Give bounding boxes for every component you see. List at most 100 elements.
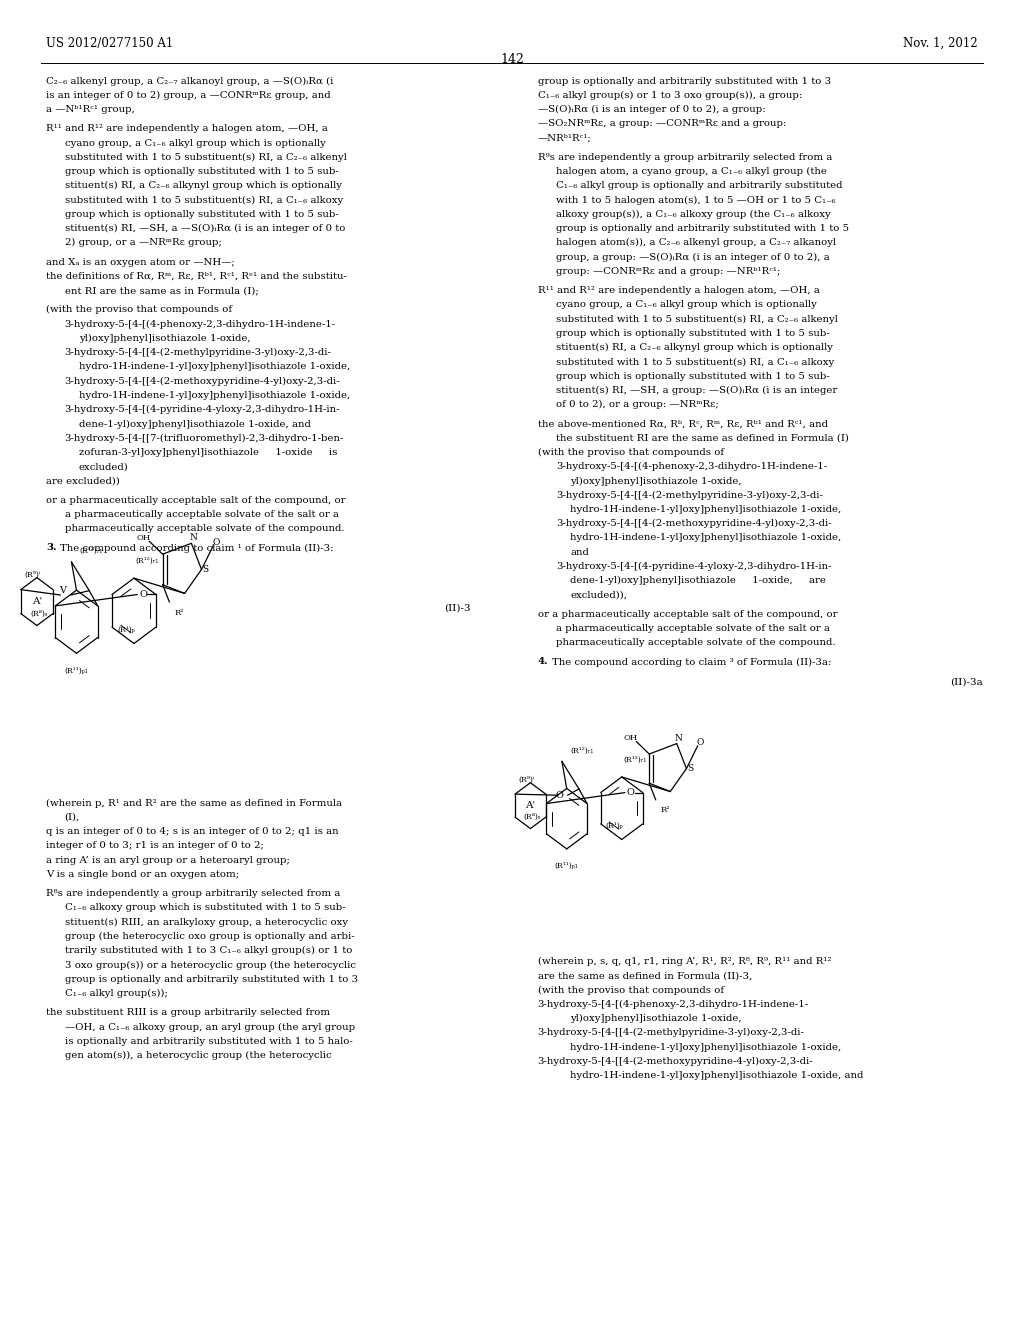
- Text: group, a group: —S(O)ᵢRα (i is an integer of 0 to 2), a: group, a group: —S(O)ᵢRα (i is an intege…: [556, 252, 829, 261]
- Text: R¹¹ and R¹² are independently a halogen atom, —OH, a: R¹¹ and R¹² are independently a halogen …: [46, 124, 328, 133]
- Text: C₁₋₆ alkyl group(s));: C₁₋₆ alkyl group(s));: [65, 989, 168, 998]
- Text: cyano group, a C₁₋₆ alkyl group which is optionally: cyano group, a C₁₋₆ alkyl group which is…: [556, 301, 817, 309]
- Text: group: —CONRᵐRε and a group: —NRᵇ¹Rᶜ¹;: group: —CONRᵐRε and a group: —NRᵇ¹Rᶜ¹;: [556, 267, 780, 276]
- Text: —NRᵇ¹Rᶜ¹;: —NRᵇ¹Rᶜ¹;: [538, 133, 592, 143]
- Text: dene-1-yl)oxy]phenyl]isothiazole 1-oxide, and: dene-1-yl)oxy]phenyl]isothiazole 1-oxide…: [79, 420, 310, 429]
- Text: 3-hydroxy-5-[4-[(4-phenoxy-2,3-dihydro-1H-indene-1-: 3-hydroxy-5-[4-[(4-phenoxy-2,3-dihydro-1…: [556, 462, 827, 471]
- Text: (with the proviso that compounds of: (with the proviso that compounds of: [538, 986, 724, 995]
- Text: (R⁹)ⁱ: (R⁹)ⁱ: [25, 570, 41, 578]
- Text: alkoxy group(s)), a C₁₋₆ alkoxy group (the C₁₋₆ alkoxy: alkoxy group(s)), a C₁₋₆ alkoxy group (t…: [556, 210, 830, 219]
- Text: yl)oxy]phenyl]isothiazole 1-oxide,: yl)oxy]phenyl]isothiazole 1-oxide,: [79, 334, 251, 343]
- Text: pharmaceutically acceptable solvate of the compound.: pharmaceutically acceptable solvate of t…: [556, 639, 836, 647]
- Text: a ring A’ is an aryl group or a heteroaryl group;: a ring A’ is an aryl group or a heteroar…: [46, 855, 290, 865]
- Text: zofuran-3-yl]oxy]phenyl]isothiazole     1-oxide     is: zofuran-3-yl]oxy]phenyl]isothiazole 1-ox…: [79, 447, 337, 457]
- Text: 3-hydroxy-5-[4-[(4-phenoxy-2,3-dihydro-1H-indene-1-: 3-hydroxy-5-[4-[(4-phenoxy-2,3-dihydro-1…: [538, 999, 809, 1008]
- Text: O: O: [139, 590, 147, 599]
- Text: 3-hydroxy-5-[4-[[4-(2-methoxypyridine-4-yl)oxy-2,3-di-: 3-hydroxy-5-[4-[[4-(2-methoxypyridine-4-…: [538, 1057, 813, 1067]
- Text: C₁₋₆ alkoxy group which is substituted with 1 to 5 sub-: C₁₋₆ alkoxy group which is substituted w…: [65, 903, 345, 912]
- Text: V: V: [59, 586, 67, 595]
- Text: hydro-1H-indene-1-yl]oxy]phenyl]isothiazole 1-oxide, and: hydro-1H-indene-1-yl]oxy]phenyl]isothiaz…: [570, 1071, 863, 1080]
- Text: 2) group, or a —NRᵐRε group;: 2) group, or a —NRᵐRε group;: [65, 239, 221, 247]
- Text: O: O: [696, 738, 703, 747]
- Text: 3-hydroxy-5-[4-[(4-phenoxy-2,3-dihydro-1H-indene-1-: 3-hydroxy-5-[4-[(4-phenoxy-2,3-dihydro-1…: [65, 319, 336, 329]
- Text: V is a single bond or an oxygen atom;: V is a single bond or an oxygen atom;: [46, 870, 240, 879]
- Text: R²: R²: [174, 609, 184, 616]
- Text: 3-hydroxy-5-[4-[(4-pyridine-4-yloxy-2,3-dihydro-1H-in-: 3-hydroxy-5-[4-[(4-pyridine-4-yloxy-2,3-…: [556, 562, 831, 572]
- Text: Nov. 1, 2012: Nov. 1, 2012: [903, 37, 978, 50]
- Text: q is an integer of 0 to 4; s is an integer of 0 to 2; q1 is an: q is an integer of 0 to 4; s is an integ…: [46, 828, 339, 836]
- Text: N: N: [675, 734, 682, 743]
- Text: N: N: [189, 533, 197, 543]
- Text: and Xₐ is an oxygen atom or —NH—;: and Xₐ is an oxygen atom or —NH—;: [46, 257, 234, 267]
- Text: The compound according to claim ³ of Formula (II)-3a:: The compound according to claim ³ of For…: [552, 657, 831, 667]
- Text: substituted with 1 to 5 substituent(s) RI, a C₂₋₆ alkenyl: substituted with 1 to 5 substituent(s) R…: [556, 314, 838, 323]
- Text: group is optionally and arbitrarily substituted with 1 to 3: group is optionally and arbitrarily subs…: [538, 77, 830, 86]
- Text: are the same as defined in Formula (II)-3,: are the same as defined in Formula (II)-…: [538, 972, 752, 981]
- Text: hydro-1H-indene-1-yl]oxy]phenyl]isothiazole 1-oxide,: hydro-1H-indene-1-yl]oxy]phenyl]isothiaz…: [79, 363, 350, 371]
- Text: A': A': [32, 597, 42, 606]
- Text: C₁₋₆ alkyl group is optionally and arbitrarily substituted: C₁₋₆ alkyl group is optionally and arbit…: [556, 181, 843, 190]
- Text: yl)oxy]phenyl]isothiazole 1-oxide,: yl)oxy]phenyl]isothiazole 1-oxide,: [570, 1014, 742, 1023]
- Text: stituent(s) RI, a C₂₋₆ alkynyl group which is optionally: stituent(s) RI, a C₂₋₆ alkynyl group whi…: [556, 343, 834, 352]
- Text: stituent(s) RI, a C₂₋₆ alkynyl group which is optionally: stituent(s) RI, a C₂₋₆ alkynyl group whi…: [65, 181, 342, 190]
- Text: (R¹²)ᵣ₁: (R¹²)ᵣ₁: [135, 557, 159, 565]
- Text: halogen atom(s)), a C₂₋₆ alkenyl group, a C₂₋₇ alkanoyl: halogen atom(s)), a C₂₋₆ alkenyl group, …: [556, 239, 837, 247]
- Text: (wherein p, R¹ and R² are the same as defined in Formula: (wherein p, R¹ and R² are the same as de…: [46, 799, 342, 808]
- Text: substituted with 1 to 5 substituent(s) RI, a C₁₋₆ alkoxy: substituted with 1 to 5 substituent(s) R…: [556, 358, 835, 367]
- Text: with 1 to 5 halogen atom(s), 1 to 5 —OH or 1 to 5 C₁₋₆: with 1 to 5 halogen atom(s), 1 to 5 —OH …: [556, 195, 836, 205]
- Text: R⁸s are independently a group arbitrarily selected from a: R⁸s are independently a group arbitraril…: [46, 890, 340, 898]
- Text: hydro-1H-indene-1-yl]oxy]phenyl]isothiazole 1-oxide,: hydro-1H-indene-1-yl]oxy]phenyl]isothiaz…: [570, 1043, 842, 1052]
- Text: a pharmaceutically acceptable solvate of the salt or a: a pharmaceutically acceptable solvate of…: [65, 510, 339, 519]
- Text: OH: OH: [624, 734, 638, 742]
- Text: a —Nᵇ¹Rᶜ¹ group,: a —Nᵇ¹Rᶜ¹ group,: [46, 106, 135, 114]
- Text: S: S: [203, 565, 209, 574]
- Text: stituent(s) RI, —SH, a group: —S(O)ᵢRα (i is an integer: stituent(s) RI, —SH, a group: —S(O)ᵢRα (…: [556, 385, 838, 395]
- Text: —OH, a C₁₋₆ alkoxy group, an aryl group (the aryl group: —OH, a C₁₋₆ alkoxy group, an aryl group …: [65, 1023, 354, 1031]
- Text: (I),: (I),: [65, 813, 80, 822]
- Text: R⁹s are independently a group arbitrarily selected from a: R⁹s are independently a group arbitraril…: [538, 153, 831, 162]
- Text: or a pharmaceutically acceptable salt of the compound, or: or a pharmaceutically acceptable salt of…: [538, 610, 837, 619]
- Text: 3-hydroxy-5-[4-[[4-(2-methylpyridine-3-yl)oxy-2,3-di-: 3-hydroxy-5-[4-[[4-(2-methylpyridine-3-y…: [538, 1028, 805, 1038]
- Text: 3-hydroxy-5-[4-[[4-(2-methoxypyridine-4-yl)oxy-2,3-di-: 3-hydroxy-5-[4-[[4-(2-methoxypyridine-4-…: [65, 376, 340, 385]
- Text: the substituent RIII is a group arbitrarily selected from: the substituent RIII is a group arbitrar…: [46, 1008, 330, 1018]
- Text: (R⁸)ₛ: (R⁸)ₛ: [523, 813, 541, 821]
- Text: (R¹)ₚ: (R¹)ₚ: [117, 626, 135, 634]
- Text: substituted with 1 to 5 substituent(s) RI, a C₂₋₆ alkenyl: substituted with 1 to 5 substituent(s) R…: [65, 153, 346, 162]
- Text: (II)-3: (II)-3: [444, 603, 471, 612]
- Text: group which is optionally substituted with 1 to 5 sub-: group which is optionally substituted wi…: [556, 372, 829, 380]
- Text: O: O: [556, 791, 563, 800]
- Text: A': A': [525, 801, 536, 810]
- Text: (wherein p, s, q, q1, r1, ring A’, R¹, R², R⁸, R⁹, R¹¹ and R¹²: (wherein p, s, q, q1, r1, ring A’, R¹, R…: [538, 957, 831, 966]
- Text: (R⁹)ⁱ: (R⁹)ⁱ: [518, 776, 535, 784]
- Text: (R¹²)ᵣ₁: (R¹²)ᵣ₁: [80, 546, 103, 554]
- Text: O: O: [627, 788, 635, 797]
- Text: group is optionally and arbitrarily substituted with 1 to 5: group is optionally and arbitrarily subs…: [556, 224, 849, 234]
- Text: hydro-1H-indene-1-yl]oxy]phenyl]isothiazole 1-oxide,: hydro-1H-indene-1-yl]oxy]phenyl]isothiaz…: [570, 506, 842, 513]
- Text: halogen atom, a cyano group, a C₁₋₆ alkyl group (the: halogen atom, a cyano group, a C₁₋₆ alky…: [556, 168, 827, 176]
- Text: stituent(s) RI, —SH, a —S(O)ᵢRα (i is an integer of 0 to: stituent(s) RI, —SH, a —S(O)ᵢRα (i is an…: [65, 224, 345, 234]
- Text: cyano group, a C₁₋₆ alkyl group which is optionally: cyano group, a C₁₋₆ alkyl group which is…: [65, 139, 326, 148]
- Text: the definitions of Rα, Rᵐ, Rε, Rᵇ¹, Rᶜ¹, Rᵉ¹ and the substitu-: the definitions of Rα, Rᵐ, Rε, Rᵇ¹, Rᶜ¹,…: [46, 272, 347, 281]
- Text: a pharmaceutically acceptable solvate of the salt or a: a pharmaceutically acceptable solvate of…: [556, 624, 830, 634]
- Text: 3.: 3.: [46, 544, 56, 553]
- Text: (R¹¹)ₚ₁: (R¹¹)ₚ₁: [555, 862, 579, 870]
- Text: 3-hydroxy-5-[4-[[7-(trifluoromethyl)-2,3-dihydro-1-ben-: 3-hydroxy-5-[4-[[7-(trifluoromethyl)-2,3…: [65, 434, 344, 442]
- Text: integer of 0 to 3; r1 is an integer of 0 to 2;: integer of 0 to 3; r1 is an integer of 0…: [46, 841, 264, 850]
- Text: are excluded)): are excluded)): [46, 477, 120, 486]
- Text: is optionally and arbitrarily substituted with 1 to 5 halo-: is optionally and arbitrarily substitute…: [65, 1036, 352, 1045]
- Text: 3-hydroxy-5-[4-[[4-(2-methoxypyridine-4-yl)oxy-2,3-di-: 3-hydroxy-5-[4-[[4-(2-methoxypyridine-4-…: [556, 519, 831, 528]
- Text: The compound according to claim ¹ of Formula (II)-3:: The compound according to claim ¹ of For…: [60, 544, 334, 553]
- Text: and: and: [570, 548, 589, 557]
- Text: the above-mentioned Rα, Rᵇ, Rᶜ, Rᵐ, Rε, Rᵇ¹ and Rᶜ¹, and: the above-mentioned Rα, Rᵇ, Rᶜ, Rᵐ, Rε, …: [538, 420, 827, 429]
- Text: stituent(s) RIII, an aralkyloxy group, a heterocyclic oxy: stituent(s) RIII, an aralkyloxy group, a…: [65, 917, 347, 927]
- Text: 3-hydroxy-5-[4-[(4-pyridine-4-yloxy-2,3-dihydro-1H-in-: 3-hydroxy-5-[4-[(4-pyridine-4-yloxy-2,3-…: [65, 405, 340, 414]
- Text: group which is optionally substituted with 1 to 5 sub-: group which is optionally substituted wi…: [65, 210, 338, 219]
- Text: excluded): excluded): [79, 462, 129, 471]
- Text: trarily substituted with 1 to 3 C₁₋₆ alkyl group(s) or 1 to: trarily substituted with 1 to 3 C₁₋₆ alk…: [65, 946, 352, 956]
- Text: 4.: 4.: [538, 657, 548, 667]
- Text: hydro-1H-indene-1-yl]oxy]phenyl]isothiazole 1-oxide,: hydro-1H-indene-1-yl]oxy]phenyl]isothiaz…: [570, 533, 842, 543]
- Text: (R⁸)ₛ: (R⁸)ₛ: [31, 610, 48, 618]
- Text: substituted with 1 to 5 substituent(s) RI, a C₁₋₆ alkoxy: substituted with 1 to 5 substituent(s) R…: [65, 195, 343, 205]
- Text: C₁₋₆ alkyl group(s) or 1 to 3 oxo group(s)), a group:: C₁₋₆ alkyl group(s) or 1 to 3 oxo group(…: [538, 91, 802, 100]
- Text: the substituent RI are the same as defined in Formula (I): the substituent RI are the same as defin…: [556, 434, 849, 442]
